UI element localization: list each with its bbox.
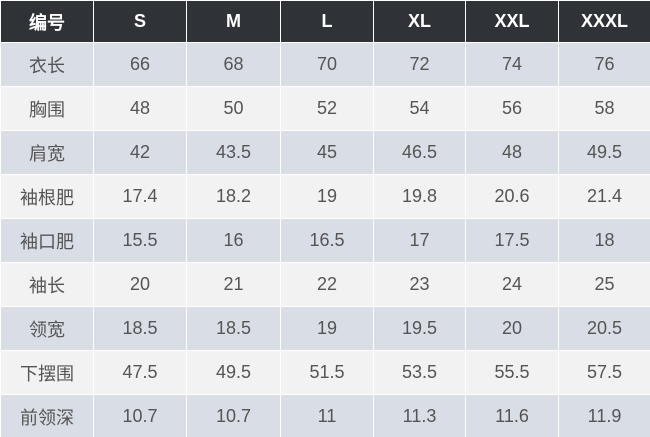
header-cell: L	[280, 0, 374, 43]
size-value: 18.5	[186, 306, 281, 351]
row-label: 衣长	[0, 42, 94, 87]
table-row: 衣长 66 68 70 72 74 76	[0, 42, 650, 87]
size-value: 66	[93, 42, 187, 87]
size-value: 20.5	[558, 306, 650, 351]
size-value: 17	[373, 218, 466, 263]
size-value: 18	[558, 218, 650, 263]
size-value: 45	[280, 130, 374, 175]
row-label: 袖长	[0, 262, 94, 307]
table-body: 衣长 66 68 70 72 74 76 胸围 48 50 52 54 56 58 肩宽 42 43.5 45 46…	[0, 42, 650, 437]
size-value: 25	[558, 262, 650, 307]
size-value: 19.5	[373, 306, 466, 351]
size-value: 52	[280, 86, 374, 131]
size-value: 16	[186, 218, 281, 263]
size-value: 17.5	[465, 218, 559, 263]
size-value: 11.6	[465, 394, 559, 437]
header-cell: XXL	[465, 0, 559, 43]
size-value: 72	[373, 42, 466, 87]
size-value: 17.4	[93, 174, 187, 219]
row-label: 胸围	[0, 86, 94, 131]
header-cell: S	[93, 0, 187, 43]
size-value: 21.4	[558, 174, 650, 219]
size-value: 56	[465, 86, 559, 131]
table-row: 袖长 20 21 22 23 24 25	[0, 262, 650, 307]
row-label: 下摆围	[0, 350, 94, 395]
size-value: 10.7	[186, 394, 281, 437]
row-label: 袖口肥	[0, 218, 94, 263]
header-row: 编号 S M L XL XXL XXXL	[0, 0, 650, 43]
header-cell: M	[186, 0, 281, 43]
size-value: 55.5	[465, 350, 559, 395]
table-row: 袖口肥 15.5 16 16.5 17 17.5 18	[0, 218, 650, 263]
table-row: 领宽 18.5 18.5 19 19.5 20 20.5	[0, 306, 650, 351]
size-value: 19	[280, 174, 374, 219]
size-value: 20	[465, 306, 559, 351]
size-value: 57.5	[558, 350, 650, 395]
size-value: 51.5	[280, 350, 374, 395]
size-value: 58	[558, 86, 650, 131]
size-value: 49.5	[186, 350, 281, 395]
size-value: 68	[186, 42, 281, 87]
size-value: 47.5	[93, 350, 187, 395]
table-row: 肩宽 42 43.5 45 46.5 48 49.5	[0, 130, 650, 175]
size-value: 48	[93, 86, 187, 131]
size-value: 11	[280, 394, 374, 437]
row-label: 袖根肥	[0, 174, 94, 219]
size-value: 50	[186, 86, 281, 131]
row-label: 前领深	[0, 394, 94, 437]
header-cell: XXXL	[558, 0, 650, 43]
table-row: 袖根肥 17.4 18.2 19 19.8 20.6 21.4	[0, 174, 650, 219]
size-value: 20	[93, 262, 187, 307]
size-value: 11.3	[373, 394, 466, 437]
size-value: 20.6	[465, 174, 559, 219]
size-value: 24	[465, 262, 559, 307]
size-value: 22	[280, 262, 374, 307]
size-value: 21	[186, 262, 281, 307]
header-cell: XL	[373, 0, 466, 43]
size-value: 19	[280, 306, 374, 351]
size-value: 54	[373, 86, 466, 131]
size-value: 42	[93, 130, 187, 175]
size-value: 70	[280, 42, 374, 87]
size-value: 49.5	[558, 130, 650, 175]
size-value: 18.5	[93, 306, 187, 351]
size-value: 23	[373, 262, 466, 307]
row-label: 领宽	[0, 306, 94, 351]
row-label: 肩宽	[0, 130, 94, 175]
table-row: 下摆围 47.5 49.5 51.5 53.5 55.5 57.5	[0, 350, 650, 395]
size-value: 53.5	[373, 350, 466, 395]
size-value: 76	[558, 42, 650, 87]
size-value: 11.9	[558, 394, 650, 437]
size-value: 46.5	[373, 130, 466, 175]
size-value: 43.5	[186, 130, 281, 175]
table-row: 前领深 10.7 10.7 11 11.3 11.6 11.9	[0, 394, 650, 437]
size-value: 48	[465, 130, 559, 175]
size-value: 74	[465, 42, 559, 87]
size-value: 15.5	[93, 218, 187, 263]
size-value: 10.7	[93, 394, 187, 437]
table-row: 胸围 48 50 52 54 56 58	[0, 86, 650, 131]
size-value: 16.5	[280, 218, 374, 263]
size-value: 19.8	[373, 174, 466, 219]
size-value: 18.2	[186, 174, 281, 219]
header-cell: 编号	[0, 0, 94, 43]
